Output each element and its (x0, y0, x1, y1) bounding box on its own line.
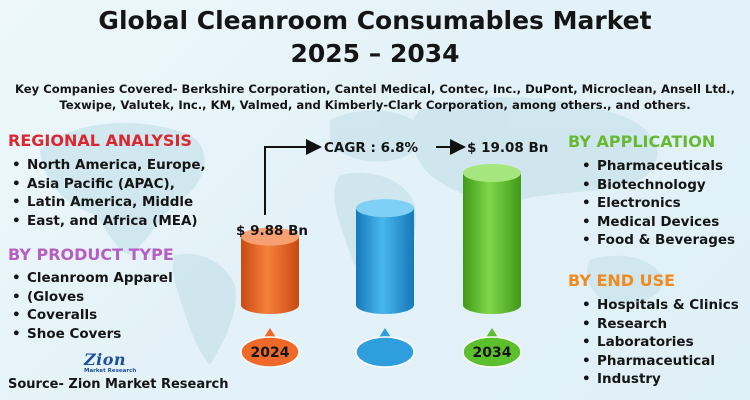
title-line-1: Global Cleanroom Consumables Market (98, 6, 652, 35)
bar-top-2034 (463, 164, 521, 182)
product-item: Cleanroom Apparel (8, 269, 174, 288)
year-label-2034: 2034 (473, 345, 512, 361)
subtitle-line-1: Key Companies Covered- Berkshire Corpora… (14, 82, 735, 96)
logo-text: Zion (84, 350, 127, 369)
product-item: Shoe Covers (8, 325, 174, 344)
end-use-item: Pharmaceutical (578, 352, 739, 371)
end-use-item: Research (578, 315, 739, 334)
application-item: Food & Beverages (578, 231, 735, 250)
product-item: Coveralls (8, 306, 174, 325)
badge-pointer-mid (378, 328, 392, 339)
source-text: Source- Zion Market Research (8, 377, 229, 392)
badge-pointer-2024 (263, 328, 277, 339)
product-type-list: Cleanroom Apparel (Gloves Coveralls Shoe… (8, 269, 174, 343)
end-use-item-continued: Laboratories (578, 333, 739, 352)
bar-top-mid (356, 199, 414, 218)
bar-2034 (463, 173, 521, 314)
year-badge-mid (355, 336, 415, 368)
end-use-item-continued: Industry (578, 370, 739, 389)
zion-logo: Zion Market Research (84, 350, 137, 375)
application-item: Medical Devices (578, 213, 735, 232)
chart-title: Global Cleanroom Consumables Market 2025… (0, 4, 750, 70)
bars-group (241, 164, 521, 314)
value-label-2034: $ 19.08 Bn (467, 140, 548, 156)
cagr-arrow-up (264, 139, 322, 215)
year-badges-group: 2024 2034 (240, 328, 522, 368)
year-badge-2034 (462, 336, 522, 368)
bar-2024 (241, 236, 299, 314)
logo-subtext: Market Research (84, 368, 137, 374)
bar-mid (356, 208, 414, 314)
year-badge-2024 (240, 336, 300, 368)
product-item: (Gloves (8, 288, 174, 307)
application-list: Pharmaceuticals Biotechnology Electronic… (578, 157, 735, 250)
badge-pointer-2034 (485, 328, 499, 339)
year-label-2024: 2024 (251, 345, 290, 361)
bar-top-2024 (241, 227, 299, 246)
value-label-2024: $ 9.88 Bn (236, 223, 308, 239)
end-use-list: Hospitals & Clinics Research Laboratorie… (578, 296, 739, 389)
cagr-label: CAGR : 6.8% (324, 140, 419, 156)
title-line-2: 2025 – 2034 (290, 39, 460, 68)
